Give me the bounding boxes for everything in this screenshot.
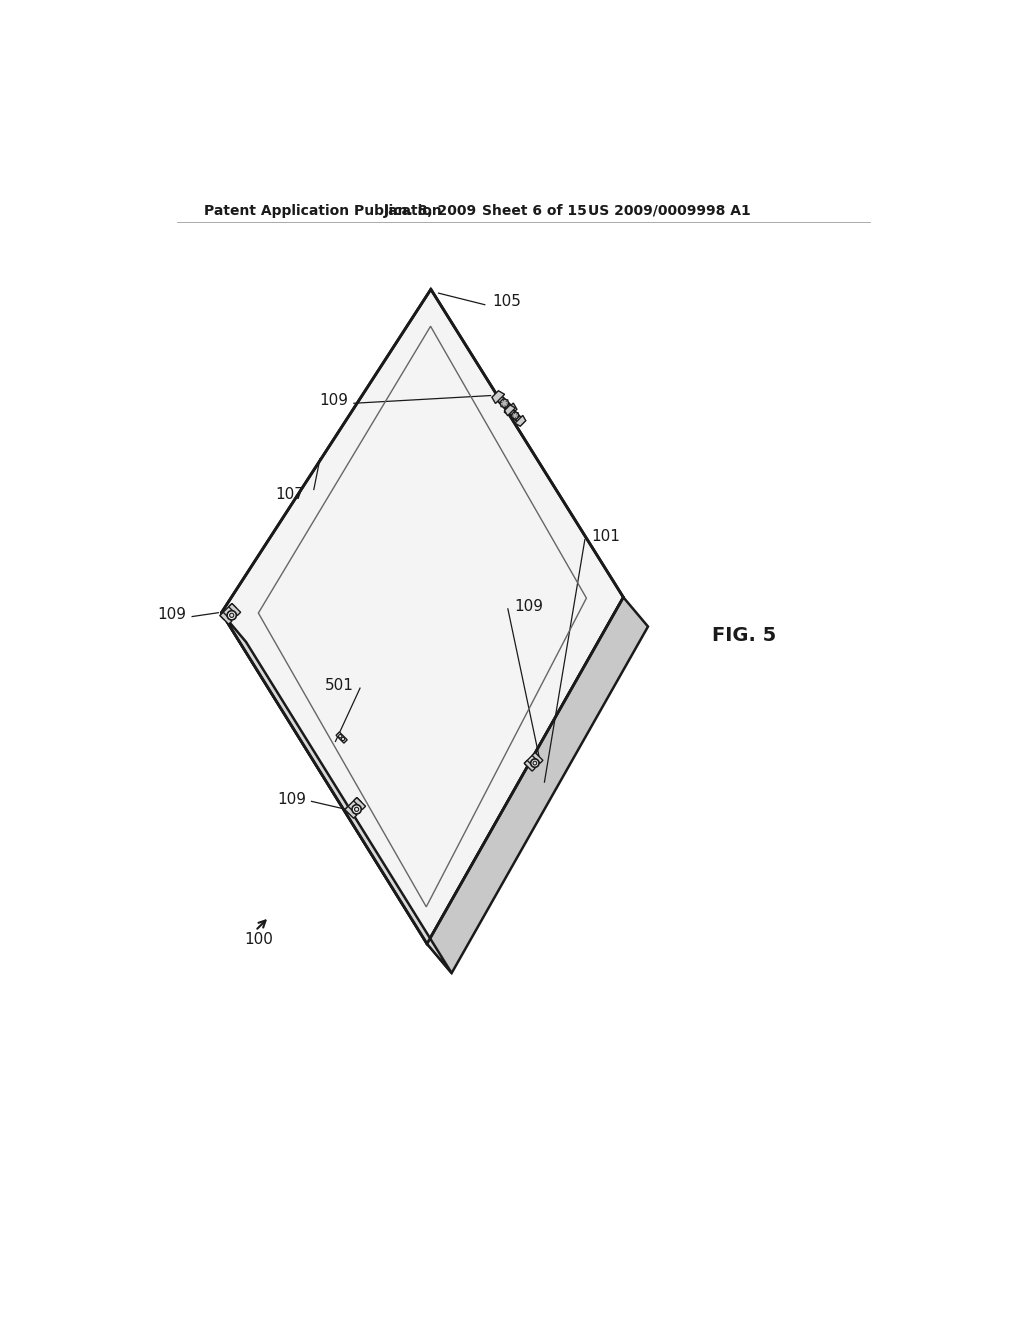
Text: Sheet 6 of 15: Sheet 6 of 15 bbox=[482, 203, 587, 218]
Polygon shape bbox=[511, 412, 519, 420]
Text: 109: 109 bbox=[514, 599, 543, 614]
Text: 105: 105 bbox=[493, 294, 521, 309]
Polygon shape bbox=[494, 392, 515, 414]
Polygon shape bbox=[228, 603, 241, 615]
Polygon shape bbox=[221, 612, 452, 973]
Text: 109: 109 bbox=[319, 393, 348, 408]
Polygon shape bbox=[505, 405, 515, 416]
Polygon shape bbox=[524, 760, 536, 771]
Polygon shape bbox=[506, 407, 524, 425]
Circle shape bbox=[534, 762, 537, 766]
Text: 101: 101 bbox=[591, 529, 620, 544]
Polygon shape bbox=[524, 752, 539, 767]
Circle shape bbox=[352, 805, 361, 814]
Polygon shape bbox=[353, 797, 366, 809]
Text: FIG. 5: FIG. 5 bbox=[712, 626, 776, 645]
Polygon shape bbox=[221, 289, 624, 944]
Circle shape bbox=[354, 808, 358, 812]
Polygon shape bbox=[515, 416, 525, 426]
Text: Patent Application Publication: Patent Application Publication bbox=[204, 203, 441, 218]
Text: 100: 100 bbox=[245, 932, 273, 948]
Polygon shape bbox=[220, 612, 231, 624]
Circle shape bbox=[229, 614, 233, 618]
Polygon shape bbox=[532, 752, 543, 763]
Polygon shape bbox=[492, 391, 505, 404]
Circle shape bbox=[341, 738, 345, 741]
Text: 109: 109 bbox=[278, 792, 306, 807]
Polygon shape bbox=[345, 797, 361, 814]
Text: 109: 109 bbox=[158, 607, 186, 622]
Circle shape bbox=[227, 611, 237, 620]
Polygon shape bbox=[336, 733, 347, 743]
Polygon shape bbox=[427, 597, 648, 973]
Polygon shape bbox=[500, 399, 509, 408]
Text: 501: 501 bbox=[325, 678, 354, 693]
Polygon shape bbox=[220, 603, 237, 620]
Text: 107: 107 bbox=[275, 487, 304, 502]
Text: US 2009/0009998 A1: US 2009/0009998 A1 bbox=[588, 203, 751, 218]
Polygon shape bbox=[345, 807, 356, 818]
Circle shape bbox=[530, 759, 539, 767]
Circle shape bbox=[339, 734, 342, 738]
Text: Jan. 8, 2009: Jan. 8, 2009 bbox=[384, 203, 477, 218]
Polygon shape bbox=[504, 403, 517, 416]
